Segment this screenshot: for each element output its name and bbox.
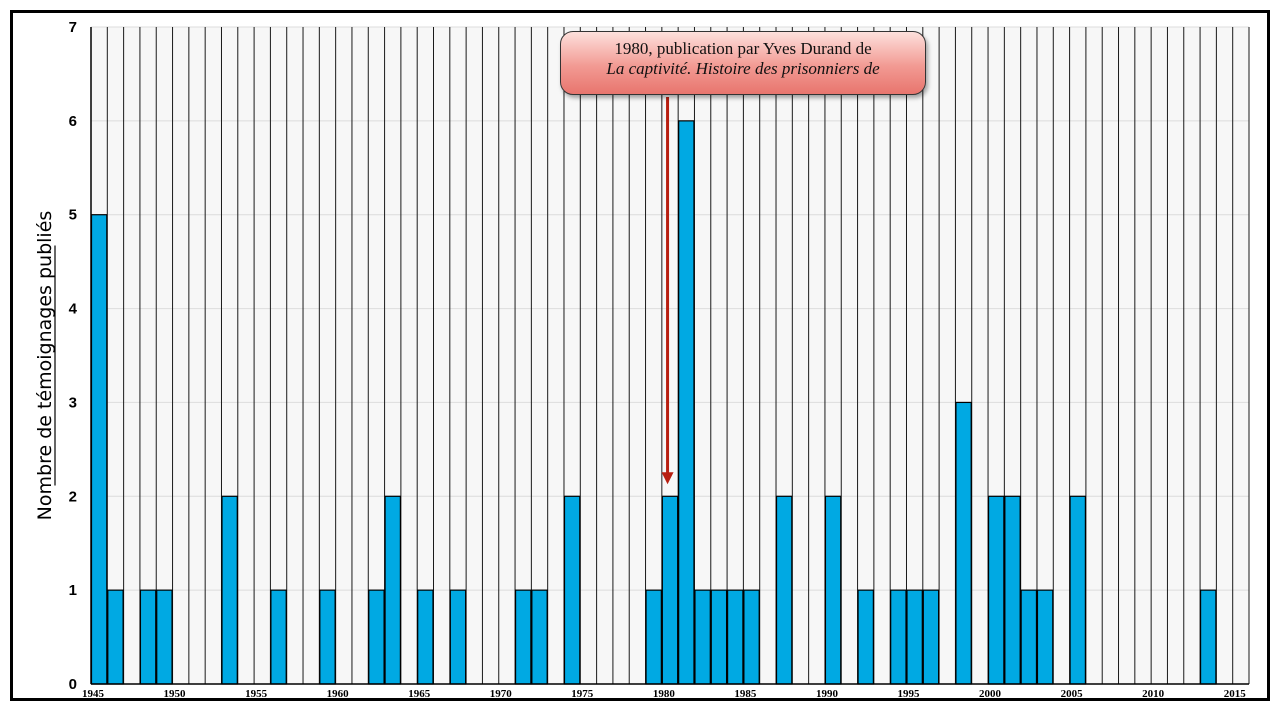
bar	[449, 589, 467, 685]
bar	[678, 120, 695, 685]
bar	[514, 589, 532, 685]
bar	[645, 589, 662, 685]
x-tick-label: 1960	[327, 688, 350, 700]
bar	[694, 589, 711, 685]
bar	[743, 589, 760, 685]
bar	[710, 589, 728, 685]
bar	[1020, 589, 1038, 685]
x-tick-label: 1980	[653, 688, 676, 700]
bar	[563, 495, 581, 685]
bar	[156, 589, 173, 685]
bar	[775, 495, 793, 685]
bar	[955, 401, 972, 685]
y-tick-label: 1	[69, 582, 77, 599]
y-tick-label: 2	[69, 488, 77, 505]
bar	[890, 589, 907, 685]
x-tick-label: 1990	[816, 688, 839, 700]
bar	[906, 589, 923, 685]
bar	[726, 589, 744, 685]
bar	[922, 589, 940, 685]
x-tick-label: 1965	[408, 688, 431, 700]
bar	[270, 589, 287, 685]
bar	[987, 495, 1005, 685]
bar	[824, 495, 842, 685]
annotation-callout: 1980, publication par Yves Durand de La …	[560, 31, 926, 95]
bar	[90, 214, 108, 685]
bar	[107, 589, 124, 685]
annotation-arrow-head	[661, 472, 674, 485]
x-tick-label: 2015	[1224, 688, 1247, 700]
bar	[1004, 495, 1021, 685]
x-tick-label: 1945	[82, 688, 105, 700]
bar	[368, 589, 385, 685]
y-tick-label: 0	[69, 676, 77, 693]
bar	[531, 589, 548, 685]
bar	[319, 589, 336, 685]
y-axis-label: Nombre de témoignages publiés	[34, 211, 56, 521]
bar	[1199, 589, 1217, 685]
annotation-line-2: La captivité. Histoire des prisonniers d…	[606, 59, 880, 78]
x-tick-label: 2010	[1142, 688, 1165, 700]
bar	[384, 495, 401, 685]
y-tick-label: 7	[69, 19, 77, 36]
x-tick-label: 1985	[734, 688, 757, 700]
y-tick-label: 3	[69, 394, 77, 411]
x-tick-label: 2005	[1061, 688, 1084, 700]
bar	[1036, 589, 1054, 685]
bar	[417, 589, 434, 685]
y-tick-label: 5	[69, 207, 77, 224]
bar	[1069, 495, 1087, 685]
x-tick-label: 1950	[164, 688, 187, 700]
annotation-line-1: 1980, publication par Yves Durand de	[614, 39, 872, 58]
x-tick-label: 1955	[245, 688, 268, 700]
y-tick-label: 4	[69, 301, 78, 318]
bar	[139, 589, 157, 685]
bar	[661, 495, 679, 685]
x-tick-label: 1970	[490, 688, 513, 700]
x-tick-label: 1975	[571, 688, 594, 700]
bar	[857, 589, 874, 685]
bar	[221, 495, 238, 685]
x-tick-label: 2000	[979, 688, 1002, 700]
x-tick-label: 1995	[897, 688, 920, 700]
y-tick-label: 6	[69, 113, 77, 130]
